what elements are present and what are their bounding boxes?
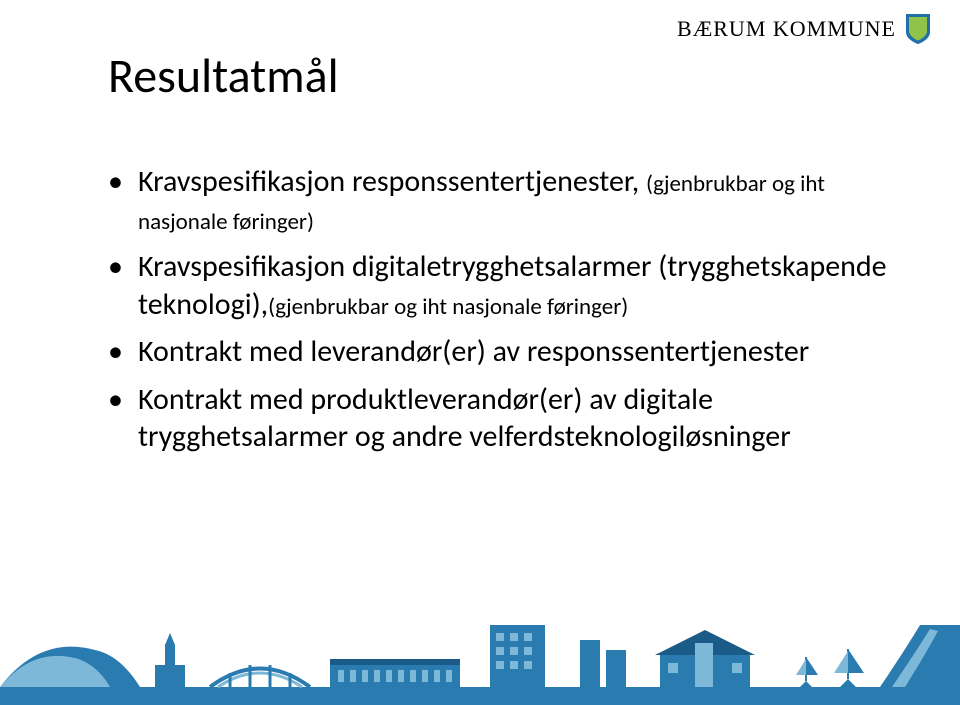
bullet-suffix: (gjenbrukbar og iht nasjonale føringer) <box>268 293 628 321</box>
slide-title: Resultatmål <box>108 46 900 105</box>
brand-text: BÆRUM KOMMUNE <box>677 16 896 42</box>
bullet-item: Kontrakt med produktleverandør(er) av di… <box>108 381 900 456</box>
bullet-list: Kravspesifikasjon responssentertjenester… <box>108 163 900 456</box>
brand-header: BÆRUM KOMMUNE <box>677 12 932 46</box>
bullet-item: Kravspesifikasjon responssentertjenester… <box>108 163 900 238</box>
footer-skyline <box>0 595 960 705</box>
slide-content: Resultatmål Kravspesifikasjon responssen… <box>108 46 900 466</box>
bullet-main: Kontrakt med produktleverandør(er) av di… <box>138 381 791 456</box>
bullet-item: Kravspesifikasjon digitaletrygghetsalarm… <box>108 248 900 323</box>
bullet-item: Kontrakt med leverandør(er) av responsse… <box>108 333 900 371</box>
bullet-main: Kontrakt med leverandør(er) av responsse… <box>138 333 809 370</box>
brand-shield-icon <box>904 12 932 46</box>
bullet-main: Kravspesifikasjon responssentertjenester… <box>138 163 646 200</box>
